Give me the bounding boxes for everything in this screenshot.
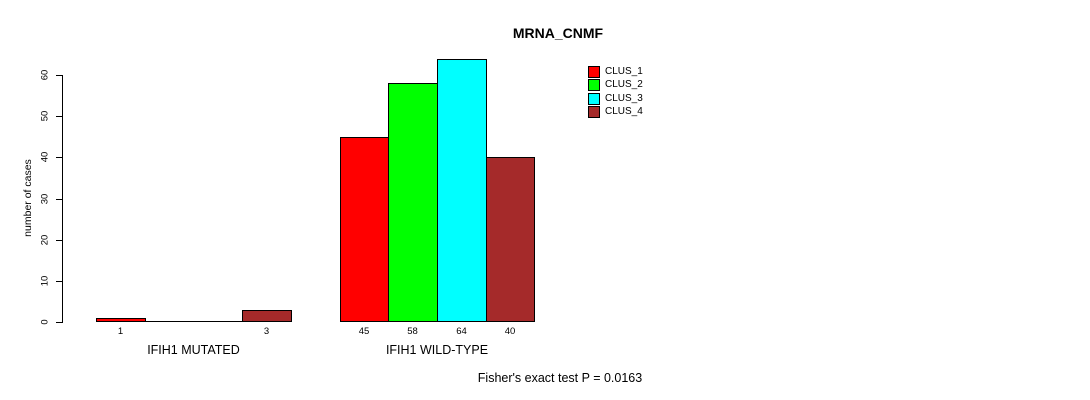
y-tick-mark xyxy=(56,281,63,282)
bar-clus_1-2 xyxy=(340,137,389,322)
bar-clus_3-2 xyxy=(437,59,487,322)
y-tick-mark xyxy=(56,116,63,117)
y-tick-mark xyxy=(56,75,63,76)
y-axis-label: number of cases xyxy=(22,159,34,237)
y-tick-mark xyxy=(56,157,63,158)
y-tick-label: 40 xyxy=(39,151,51,163)
legend-label-clus_1: CLUS_1 xyxy=(605,66,643,77)
legend-swatch-clus_1 xyxy=(588,66,600,78)
y-tick-mark xyxy=(56,199,63,200)
y-tick-label: 50 xyxy=(39,110,51,122)
fisher-test-annotation: Fisher's exact test P = 0.0163 xyxy=(477,371,643,385)
bar-clus_4-2 xyxy=(486,157,535,322)
x-category-label: IFIH1 WILD-TYPE xyxy=(385,343,489,357)
bar-value-label: 3 xyxy=(263,326,270,337)
y-tick-mark xyxy=(56,240,63,241)
y-tick-label: 0 xyxy=(39,319,51,325)
y-tick-label: 10 xyxy=(39,275,51,287)
legend-label-clus_3: CLUS_3 xyxy=(605,93,643,104)
y-tick-label: 60 xyxy=(39,69,51,81)
group-baseline xyxy=(96,321,292,322)
x-category-label: IFIH1 MUTATED xyxy=(147,343,240,357)
legend-swatch-clus_3 xyxy=(588,93,600,105)
bar-clus_1-1 xyxy=(96,318,146,322)
y-tick-label: 30 xyxy=(39,193,51,205)
y-tick-mark xyxy=(56,322,63,323)
legend-swatch-clus_2 xyxy=(588,79,600,91)
bar-value-label: 64 xyxy=(456,326,467,337)
bar-value-label: 1 xyxy=(117,326,124,337)
legend-swatch-clus_4 xyxy=(588,106,600,118)
chart-title: MRNA_CNMF xyxy=(512,25,604,41)
bar-clus_4-1 xyxy=(242,310,292,322)
bar-value-label: 40 xyxy=(504,326,516,337)
y-tick-label: 20 xyxy=(39,234,51,246)
legend-label-clus_2: CLUS_2 xyxy=(605,79,643,90)
bar-value-label: 45 xyxy=(358,326,370,337)
legend-label-clus_4: CLUS_4 xyxy=(605,106,643,117)
bar-value-label: 58 xyxy=(407,326,418,337)
bar-clus_2-2 xyxy=(388,83,438,322)
